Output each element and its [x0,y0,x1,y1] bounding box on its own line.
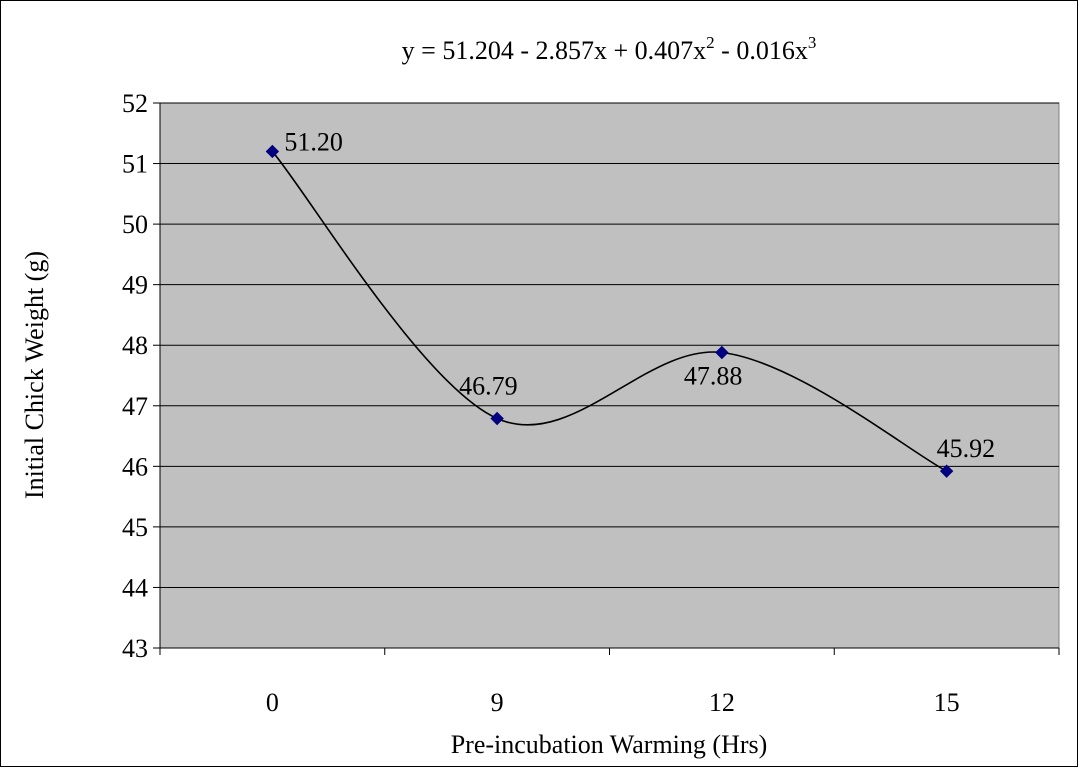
y-tick-label: 50 [122,210,148,239]
y-tick-label: 43 [122,634,148,663]
trendline-curve [271,150,947,472]
data-label: 46.79 [459,371,518,400]
y-tick-label: 47 [122,392,148,421]
x-axis-title: Pre-incubation Warming (Hrs) [451,730,768,759]
y-axis-title: Initial Chick Weight (g) [20,251,49,499]
data-point-marker [939,464,954,478]
y-tick-label: 46 [122,452,148,481]
y-tick-label: 44 [122,573,148,602]
y-axis-ticks: 43 44 45 46 47 48 49 50 51 52 [122,89,160,663]
y-tick-label: 49 [122,271,148,300]
x-tick-label: 12 [709,688,735,717]
x-tick-label: 0 [266,688,279,717]
data-points: 51.20 46.79 47.88 45.92 [265,127,996,478]
x-axis-ticks: 0 9 12 15 [159,648,1060,717]
y-tick-label: 52 [122,89,148,118]
plot-area [159,102,1060,649]
y-tick-label: 51 [122,150,148,179]
x-tick-label: 9 [491,688,504,717]
data-point-marker [265,144,280,159]
y-tick-label: 45 [122,513,148,542]
gridlines [160,102,1059,588]
data-label: 45.92 [937,434,996,463]
data-label: 47.88 [684,361,743,390]
trendline-equation: y = 51.204 - 2.857x + 0.407x2 - 0.016x3 [402,33,817,65]
y-tick-label: 48 [122,331,148,360]
x-tick-label: 15 [934,688,960,717]
data-label: 51.20 [284,127,343,156]
data-point-marker [490,411,504,426]
data-point-marker [715,345,729,360]
